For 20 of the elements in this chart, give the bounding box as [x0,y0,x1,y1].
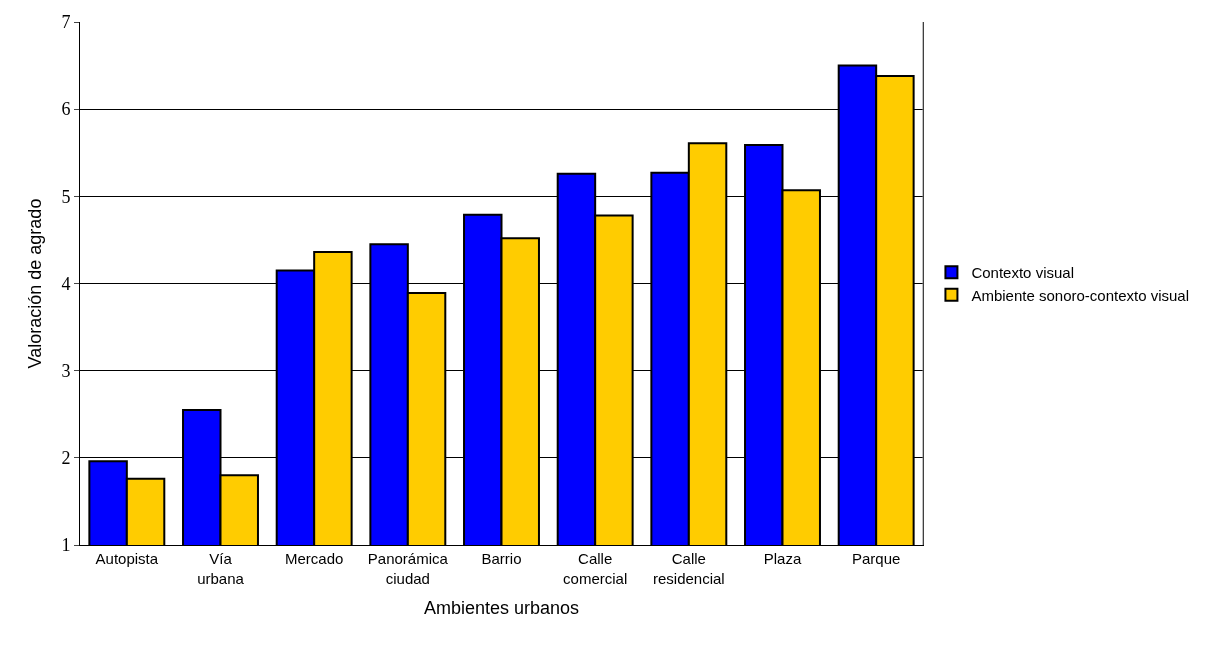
x-tick-label: Plaza [763,550,802,567]
legend-label: Ambiente sonoro-contexto visual [971,286,1190,304]
y-tick-label: 2 [61,448,71,469]
y-tick-label: 4 [61,273,71,294]
x-tick-label: Vía urbana [197,550,245,587]
y-tick-label: 7 [61,12,71,33]
x-tick-label: Parque [851,550,901,567]
x-axis-title: Ambientes urbanos [423,597,580,618]
x-tick-label: Autopista [95,550,159,567]
y-tick-label: 5 [61,186,71,207]
y-tick-label: 1 [61,535,71,556]
y-tick-label: 6 [61,99,71,120]
x-tick-label: Mercado [284,550,344,567]
x-tick-label: Panorámica ciudad [367,550,449,587]
y-axis-title: Valoración de agrado [24,198,45,369]
x-tick-label: Barrio [481,550,522,567]
x-tick-label: Calle comercial [563,550,628,587]
y-tick-label: 3 [61,360,71,381]
legend-label: Contexto visual [971,264,1074,282]
x-tick-label: Calle residencial [652,550,725,587]
